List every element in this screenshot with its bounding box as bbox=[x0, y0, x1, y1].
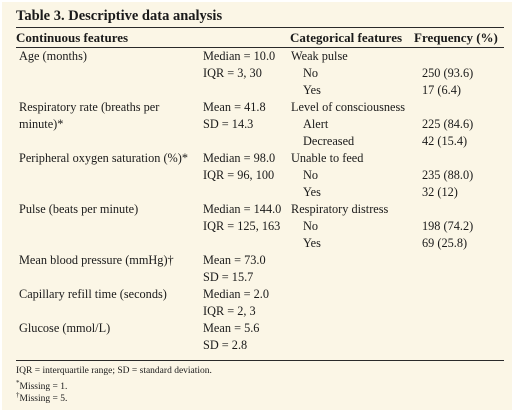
header-continuous: Continuous features bbox=[16, 30, 129, 45]
frequency-value: 17 (6.4) bbox=[422, 83, 461, 97]
categorical-level: No bbox=[303, 219, 319, 233]
frequency-value: 235 (88.0) bbox=[422, 168, 474, 182]
continuous-stat: Mean = 41.8 bbox=[203, 100, 266, 114]
footnote-star-mark: * bbox=[16, 379, 20, 387]
frequency-value: 250 (93.6) bbox=[422, 66, 474, 80]
categorical-level: Alert bbox=[303, 117, 329, 131]
continuous-label: Peripheral oxygen saturation (%)* bbox=[19, 151, 189, 165]
frequency-value: 42 (15.4) bbox=[422, 134, 468, 148]
bottom-rule bbox=[16, 360, 504, 361]
continuous-stat: Median = 98.0 bbox=[203, 151, 276, 165]
table-page: Table 3. Descriptive data analysis Conti… bbox=[2, 2, 512, 410]
continuous-stat: IQR = 2, 3 bbox=[203, 304, 256, 318]
footnote-missing-star: *Missing = 1. bbox=[16, 378, 67, 393]
categorical-level: No bbox=[303, 168, 319, 182]
continuous-stat: SD = 2.8 bbox=[203, 338, 248, 352]
continuous-label: Pulse (beats per minute) bbox=[19, 202, 139, 216]
categorical-level: Yes bbox=[303, 236, 321, 250]
categorical-feature: Respiratory distress bbox=[291, 202, 389, 216]
continuous-stat: SD = 14.3 bbox=[203, 117, 254, 131]
continuous-stat: IQR = 3, 30 bbox=[203, 66, 262, 80]
footnote-abbreviations: IQR = interquartile range; SD = standard… bbox=[16, 366, 212, 376]
categorical-feature: Level of consciousness bbox=[291, 100, 406, 114]
categorical-level: Yes bbox=[303, 83, 321, 97]
header-categorical: Categorical features bbox=[290, 30, 403, 45]
top-rule bbox=[16, 27, 504, 28]
continuous-stat: Median = 10.0 bbox=[203, 49, 276, 63]
categorical-level: Decreased bbox=[303, 134, 355, 148]
header-rule bbox=[16, 47, 504, 48]
categorical-level: No bbox=[303, 66, 319, 80]
continuous-stat: IQR = 96, 100 bbox=[203, 168, 275, 182]
footnote-missing-dagger: †Missing = 5. bbox=[16, 390, 67, 405]
continuous-stat: SD = 15.7 bbox=[203, 270, 254, 284]
frequency-value: 32 (12) bbox=[422, 185, 458, 199]
categorical-feature: Weak pulse bbox=[291, 49, 348, 63]
continuous-label: Age (months) bbox=[19, 49, 87, 63]
continuous-label: Respiratory rate (breaths per bbox=[19, 100, 160, 114]
continuous-stat: Mean = 5.6 bbox=[203, 321, 260, 335]
continuous-stat: Median = 2.0 bbox=[203, 287, 270, 301]
categorical-feature: Unable to feed bbox=[291, 151, 364, 165]
continuous-stat: IQR = 125, 163 bbox=[203, 219, 281, 233]
categorical-level: Yes bbox=[303, 185, 321, 199]
footnote-star-text: Missing = 1. bbox=[19, 382, 68, 393]
continuous-stat: Median = 144.0 bbox=[203, 202, 282, 216]
footnote-dagger-text: Missing = 5. bbox=[19, 394, 68, 405]
continuous-label: Mean blood pressure (mmHg)† bbox=[19, 253, 174, 267]
table-title: Table 3. Descriptive data analysis bbox=[16, 8, 223, 24]
header-frequency: Frequency (%) bbox=[414, 30, 498, 45]
continuous-label: Capillary refill time (seconds) bbox=[19, 287, 167, 301]
frequency-value: 69 (25.8) bbox=[422, 236, 468, 250]
frequency-value: 198 (74.2) bbox=[422, 219, 474, 233]
footnote-dagger-mark: † bbox=[16, 391, 20, 399]
frequency-value: 225 (84.6) bbox=[422, 117, 474, 131]
continuous-label: Glucose (mmol/L) bbox=[19, 321, 111, 335]
continuous-label: minute)* bbox=[19, 117, 64, 131]
continuous-stat: Mean = 73.0 bbox=[203, 253, 266, 267]
